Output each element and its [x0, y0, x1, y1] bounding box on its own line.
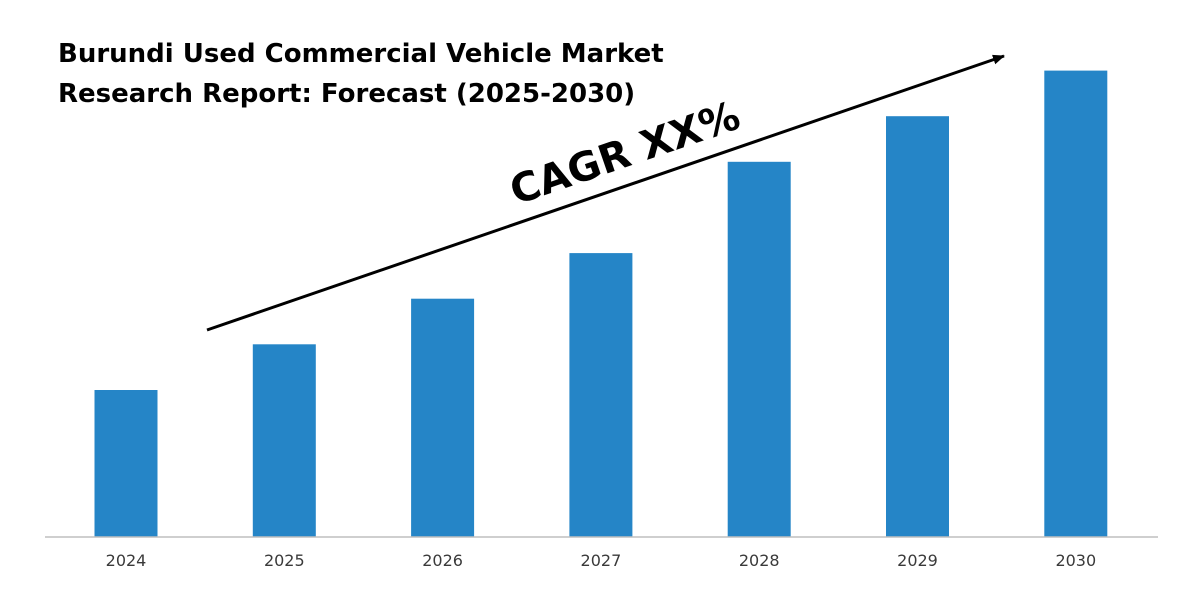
x-tick-label-2029: 2029 [897, 551, 938, 570]
x-tick-label-2025: 2025 [264, 551, 305, 570]
cagr-trend-arrow [206, 54, 1005, 332]
x-tick-label-2026: 2026 [422, 551, 463, 570]
x-tick-label-2027: 2027 [581, 551, 622, 570]
bar-2024 [94, 390, 158, 537]
bar-2025 [252, 344, 316, 537]
x-tick-label-2024: 2024 [106, 551, 147, 570]
bar-2027 [569, 253, 633, 537]
chart-title-line-1: Burundi Used Commercial Vehicle Market [58, 39, 664, 69]
x-axis-tick-labels: 2024 2025 2026 2027 2028 2029 2030 [106, 551, 1097, 570]
bar-2028 [727, 161, 791, 538]
x-tick-label-2030: 2030 [1055, 551, 1096, 570]
x-tick-label-2028: 2028 [739, 551, 780, 570]
bar-2030 [1044, 70, 1108, 537]
bar-series [94, 70, 1108, 538]
bar-2029 [886, 116, 949, 537]
chart-title-line-2: Research Report: Forecast (2025-2030) [58, 79, 635, 109]
bar-2026 [411, 298, 475, 537]
cagr-annotation: CAGR XX% [504, 93, 746, 215]
